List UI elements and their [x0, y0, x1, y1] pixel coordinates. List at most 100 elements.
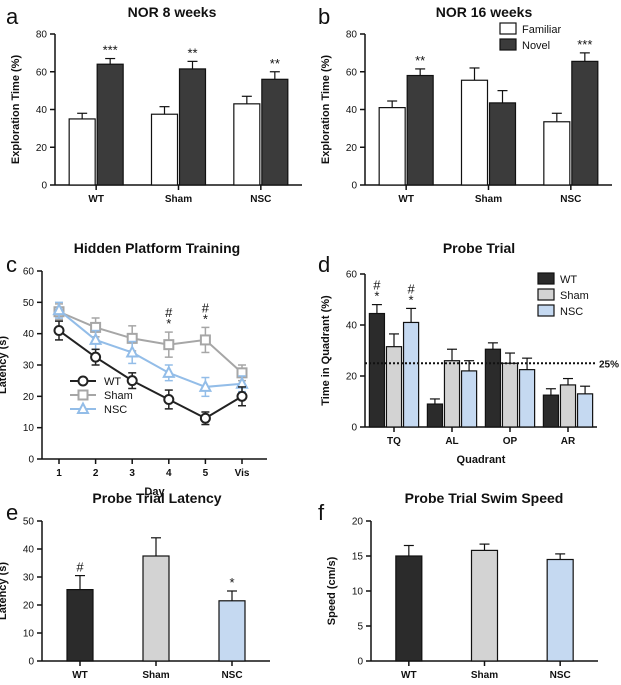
bar-novel-wt: [406, 74, 434, 186]
y-tick-label: 30: [23, 361, 35, 372]
significance-marker: #: [165, 305, 173, 320]
chart-title: NOR 8 weeks: [128, 4, 217, 20]
significance-marker: #: [373, 278, 381, 293]
y-tick-label: 60: [346, 67, 358, 78]
legend-swatch-sham: [537, 288, 555, 301]
y-tick-label: 10: [23, 629, 35, 640]
x-tick-label: 2: [93, 468, 99, 479]
y-axis-label: Exploration Time (%): [320, 55, 332, 165]
series-wt: [53, 320, 248, 426]
y-tick-label: 0: [28, 657, 34, 668]
y-tick-label: 60: [36, 67, 48, 78]
y-tick-label: 50: [23, 298, 35, 309]
x-tick-label: WT: [72, 670, 88, 681]
x-tick-label: 5: [203, 468, 209, 479]
data-point-square: [77, 389, 89, 401]
significance-marker: *: [409, 292, 414, 307]
bar-latency-sham: [142, 555, 170, 662]
bar-latency-nsc: [218, 600, 246, 662]
legend-label: Sham: [104, 390, 133, 402]
y-tick-label: 60: [23, 267, 35, 278]
x-tick-label: 3: [129, 468, 135, 479]
y-tick-label: 10: [23, 423, 35, 434]
y-tick-label: 20: [352, 517, 364, 528]
legend-label: Novel: [522, 40, 550, 52]
y-tick-label: 30: [23, 573, 35, 584]
y-tick-label: 40: [36, 105, 48, 116]
significance-marker: **: [187, 45, 197, 60]
panel-letter: c: [6, 252, 17, 277]
legend-label: NSC: [560, 306, 583, 318]
y-tick-label: 15: [352, 552, 364, 563]
bar-wt-op: [484, 348, 502, 428]
significance-marker: #: [202, 300, 210, 315]
bar-sham-ar: [559, 384, 577, 428]
y-tick-label: 0: [351, 423, 357, 434]
data-point-triangle: [125, 344, 139, 358]
x-tick-label: WT: [401, 670, 417, 681]
x-axis-label: Day: [144, 486, 165, 498]
data-point-triangle: [52, 302, 66, 316]
bar-familiar-nsc: [543, 121, 571, 186]
x-tick-label: WT: [88, 194, 104, 205]
significance-marker: *: [203, 311, 208, 326]
x-tick-label: NSC: [250, 194, 271, 205]
bar-novel-sham: [178, 68, 207, 186]
bar-wt-tq: [368, 312, 386, 428]
significance-marker: ***: [577, 37, 592, 52]
bar-wt-ar: [542, 394, 560, 428]
x-tick-label: AR: [561, 436, 576, 447]
y-tick-label: 0: [41, 181, 47, 192]
bar-novel-sham: [488, 102, 517, 186]
x-tick-label: 4: [166, 468, 172, 479]
x-tick-label: OP: [503, 436, 518, 447]
bar-familiar-sham: [460, 79, 489, 186]
bar-speed-nsc: [546, 558, 574, 662]
legend: Familiar Novel: [499, 22, 561, 52]
reference-line-label: 25%: [599, 359, 619, 370]
significance-marker: *: [229, 575, 234, 590]
legend-swatch-familiar: [499, 22, 517, 35]
y-tick-label: 20: [23, 601, 35, 612]
x-tick-label: NSC: [550, 670, 571, 681]
data-point-circle: [53, 325, 65, 337]
y-tick-label: 60: [346, 270, 358, 281]
chart-c: Hidden Platform Training c 0 10 20 30 40 50 60 La…: [0, 240, 267, 498]
chart-a: NOR 8 weeks a 0 20 40 60 80 Exploration Time (%…: [6, 4, 302, 205]
y-tick-label: 20: [36, 143, 48, 154]
chart-title: Probe Trial: [443, 240, 515, 256]
y-tick-label: 10: [352, 587, 364, 598]
data-point-circle: [236, 390, 248, 402]
y-tick-label: 40: [346, 105, 358, 116]
significance-marker: #: [76, 560, 84, 575]
panel-letter: b: [318, 4, 330, 29]
x-tick-label: WT: [398, 194, 414, 205]
significance-marker: **: [270, 56, 280, 71]
x-tick-label: Sham: [165, 194, 192, 205]
bar-familiar-sham: [150, 113, 179, 186]
bar-sham-al: [443, 360, 461, 428]
bar-nsc-tq: [402, 321, 420, 428]
y-tick-label: 20: [23, 392, 35, 403]
series-sham: [53, 303, 248, 382]
data-point-triangle: [162, 365, 176, 378]
significance-marker: ***: [103, 43, 118, 58]
data-point-square: [199, 334, 211, 346]
legend: WT Sham NSC: [70, 375, 133, 416]
bar-nsc-al: [460, 370, 478, 428]
bar-novel-nsc: [571, 60, 599, 186]
legend-label: Familiar: [522, 24, 561, 36]
y-tick-label: 0: [357, 657, 363, 668]
significance-marker: #: [407, 281, 415, 296]
x-tick-label: AL: [445, 436, 458, 447]
y-tick-label: 20: [346, 372, 358, 383]
chart-b: NOR 16 weeks b 0 20 40 60 80 Exploration Time (…: [318, 4, 612, 205]
bar-nsc-ar: [576, 393, 594, 428]
chart-d: Probe Trial d 0 20 40 60 Time in Quadrant (%) Q…: [318, 240, 619, 466]
bar-speed-sham: [470, 549, 499, 662]
data-point-triangle: [76, 401, 90, 414]
data-point-triangle: [88, 332, 103, 345]
bar-novel-nsc: [261, 78, 289, 186]
y-axis-label: Exploration Time (%): [10, 55, 22, 165]
